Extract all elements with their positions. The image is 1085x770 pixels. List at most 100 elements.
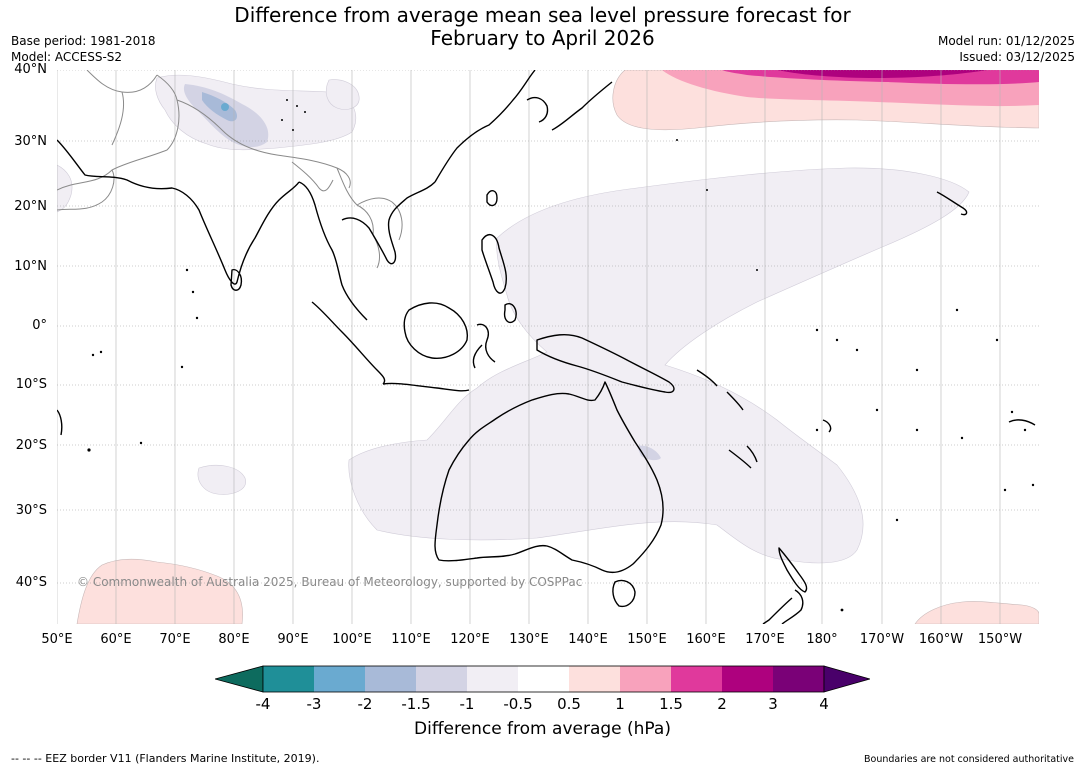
coast-java [382,382,470,392]
coast-africa [57,409,63,436]
lat-label-30s: 30°S [15,503,47,518]
coast-sumatra [311,301,386,385]
anomaly-negative-0.5-east-asia [325,79,360,110]
lat-label-30n: 30°N [14,134,47,149]
colorbar-tick-1: 1 [615,695,625,713]
chart-title: Difference from average mean sea level p… [0,4,1085,50]
coast-vanuatu-fiji [746,419,1036,463]
coast-philippines [481,234,517,324]
coast-new-zealand-south [762,589,804,624]
lon-label-120e: 120°E [450,632,490,647]
colorbar-bin-9 [671,666,722,692]
coast-taiwan [486,190,498,207]
colorbar-above-max [823,665,870,693]
colorbar-bin-1 [263,666,314,692]
colorbar-tick-1.5: 1.5 [659,695,683,713]
lat-label-20n: 20°N [14,199,47,214]
country-borders [57,70,403,269]
lon-label-130e: 130°E [509,632,549,647]
title-line-1: Difference from average mean sea level p… [234,3,851,27]
lat-label-40s: 40°S [15,575,47,590]
coast-borneo [403,302,469,359]
base-period: Base period: 1981-2018 [11,34,156,48]
lon-label-180: 180° [806,632,838,647]
coast-indochina [341,181,436,265]
lon-label-160w: 160°W [918,632,964,647]
lon-label-100e: 100°E [332,632,372,647]
coast-new-zealand-north [778,547,808,593]
coastlines [57,70,1036,624]
colorbar [215,665,870,693]
coast-new-caledonia [728,449,752,469]
copyright-notice: © Commonwealth of Australia 2025, Bureau… [77,575,583,589]
lon-label-70e: 70°E [159,632,191,647]
colorbar-tick-4: 4 [819,695,829,713]
colorbar-tick-minus-1: -1 [459,695,475,713]
coast-arabia-india [57,139,300,285]
lon-label-60e: 60°E [100,632,132,647]
colorbar-tick-minus-3: -3 [306,695,322,713]
colorbar-tick-minus-4: -4 [255,695,271,713]
coast-tasmania [612,579,636,608]
model-name: Model: ACCESS-S2 [11,50,123,64]
anomaly-negative-1-australia [637,445,661,461]
anomaly-positive-0.5-sw [76,559,243,624]
anomaly-negative-2-himalaya [221,103,229,111]
colorbar-bin-10 [722,666,773,692]
boundaries-disclaimer: Boundaries are not considered authoritat… [864,754,1074,765]
colorbar-bin-8 [620,666,671,692]
anomaly-shading [57,70,1039,624]
small-islands [87,99,1035,612]
colorbar-tick-minus-1.5: -1.5 [401,695,431,713]
coast-hawaii [936,191,968,216]
lat-label-40n: 40°N [14,62,47,77]
lat-label-10s: 10°S [15,377,47,392]
colorbar-tick-minus-2: -2 [357,695,373,713]
lon-label-140e: 140°E [568,632,608,647]
pressure-anomaly-map [57,70,1039,624]
coast-bay-of-bengal [298,181,368,321]
coast-sulawesi [472,323,496,369]
lon-label-150w: 150°W [977,632,1023,647]
title-line-2: February to April 2026 [430,26,655,50]
coast-china [434,70,536,183]
lon-label-160e: 160°E [686,632,726,647]
meridians [57,70,1001,624]
anomaly-negative-0.5-pacific [348,167,970,564]
lon-label-170e: 170°E [745,632,785,647]
lon-label-90e: 90°E [277,632,309,647]
issued-date: Issued: 03/12/2025 [959,50,1075,64]
coast-korea-japan [526,81,613,131]
run-info: Model run: 01/12/2025 Issued: 03/12/2025 [938,33,1075,65]
model-info: Base period: 1981-2018 Model: ACCESS-S2 [11,33,156,65]
colorbar-bin-11 [773,666,824,692]
coast-solomons [696,369,744,411]
lat-label-10n: 10°N [14,259,47,274]
colorbar-bin-4 [416,666,467,692]
colorbar-tick-2: 2 [717,695,727,713]
lon-label-80e: 80°E [218,632,250,647]
coast-new-guinea [536,333,675,394]
coast-australia [434,381,664,574]
colorbar-bin-2 [314,666,365,692]
coast-sri-lanka [230,268,243,291]
eez-border-note: -- -- -- EEZ border V11 (Flanders Marine… [11,752,320,765]
colorbar-tick-0.5: 0.5 [557,695,581,713]
lat-label-20s: 20°S [15,438,47,453]
colorbar-tick-3: 3 [768,695,778,713]
lon-label-150e: 150°E [627,632,667,647]
anomaly-positive-0.5-se [914,601,1039,624]
colorbar-bin-7 [569,666,620,692]
lon-label-110e: 110°E [391,632,431,647]
colorbar-bin-6 [518,666,569,692]
colorbar-bin-3 [365,666,416,692]
lon-label-50e: 50°E [41,632,73,647]
anomaly-negative-0.5-west-edge [57,164,73,213]
colorbar-bins [263,666,824,692]
colorbar-bin-5 [467,666,518,692]
colorbar-tick-minus-0.5: -0.5 [503,695,533,713]
lon-label-170w: 170°W [859,632,905,647]
colorbar-below-min [215,665,264,693]
model-run-date: Model run: 01/12/2025 [937,34,1075,48]
lat-label-0: 0° [32,318,47,333]
